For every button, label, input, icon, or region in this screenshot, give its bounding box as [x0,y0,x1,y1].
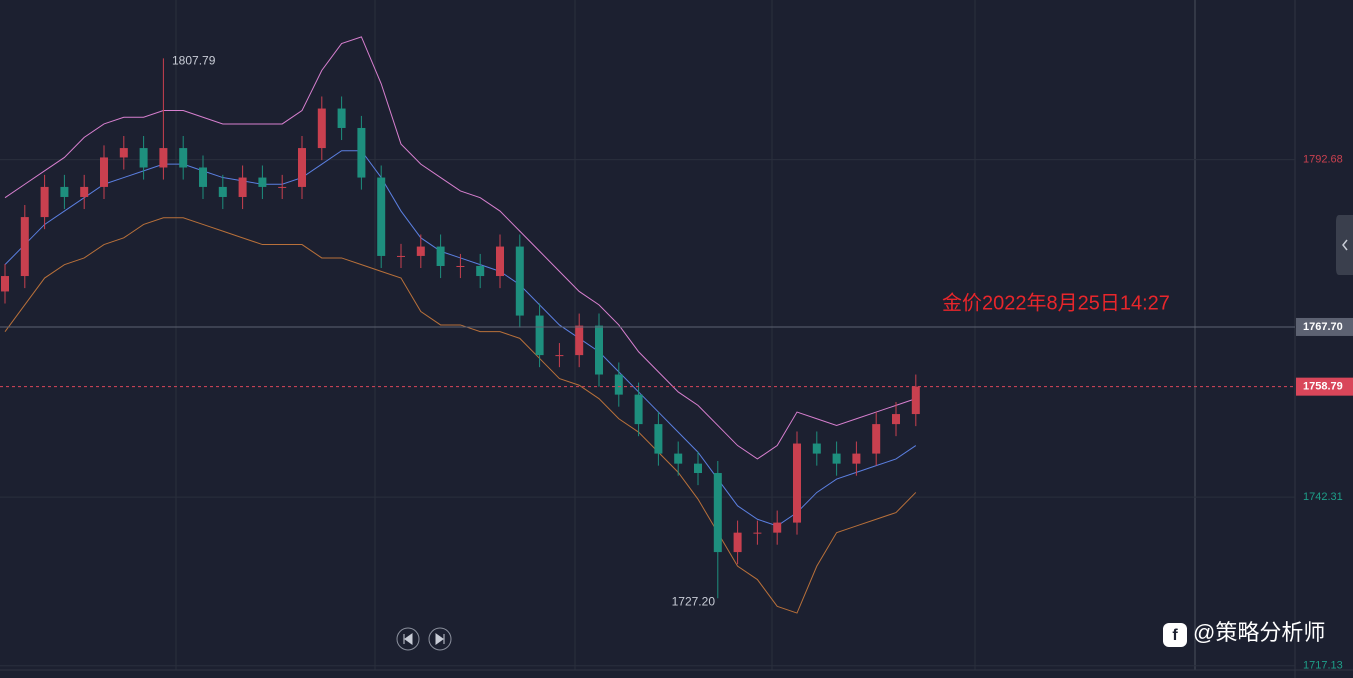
svg-text:f: f [1172,627,1178,644]
plot: 1717.13 1742.31 1792.68 1767.70 1758.79 1807.… [0,36,1353,672]
candle-body [397,255,405,257]
band-line [4,217,917,614]
high-label: 1807.79 [172,54,216,68]
low-label: 1727.20 [672,594,716,608]
candle-body [694,463,702,474]
y-tick-label: 1717.13 [1303,660,1343,672]
candle-body [278,186,287,188]
candle-body [100,157,108,187]
candle-body [416,246,425,256]
candle-body [60,186,69,197]
watermark-logo: f [1163,623,1187,647]
candle-body [238,177,247,197]
candle-body [20,217,29,277]
candle-body [911,386,920,415]
candle-body [753,532,762,534]
candle-body [258,177,267,187]
price-line-box [1296,317,1353,336]
candle-body [892,414,900,425]
candle-body [852,453,861,464]
candle-body [179,148,188,168]
candle-body [298,148,306,187]
price-line-label: 1758.79 [1303,381,1343,393]
candle-body [80,186,89,197]
candle-body [1,276,9,292]
candle-body [199,167,207,187]
scroll-start-button[interactable] [396,627,420,651]
y-tick-label: 1792.68 [1303,154,1343,166]
candle-body [733,532,742,553]
candle-body [377,177,386,256]
side-tab[interactable] [1336,215,1353,275]
candle-body [496,246,504,277]
candle-body [218,186,227,197]
price-line-label: 1767.70 [1303,321,1343,333]
candle-body [357,127,366,178]
candle-body [793,443,801,523]
y-tick-label: 1742.31 [1303,491,1343,503]
candle-body [476,265,485,277]
candle-body [812,443,821,454]
candle-body [317,108,326,149]
scroll-end-button[interactable] [428,627,452,651]
candle-body [614,374,623,395]
candle-body [674,453,683,464]
candle-body [872,424,881,454]
candle-body [595,325,603,375]
band-line [4,150,917,527]
candle-body [654,424,663,454]
candle-body [535,315,544,356]
candle-body [139,148,148,168]
candle-body [159,148,168,168]
candle-body [773,522,782,533]
candle-body [634,394,643,425]
candle-body [456,265,465,267]
candle-body [436,246,445,266]
candle-body [832,453,841,464]
watermark: @策略分析师 [1193,620,1325,645]
price-line-box [1296,377,1353,396]
side-tab-icon [1342,239,1348,251]
candle-body [40,186,49,218]
candle-body [337,108,346,128]
candle-body [119,148,128,158]
candle-body [575,325,584,356]
candle-body [713,473,722,553]
candle-body [555,355,564,357]
annotation: 金价2022年8月25日14:27 [942,291,1170,314]
band-line [4,36,916,460]
candle-body [515,246,524,316]
